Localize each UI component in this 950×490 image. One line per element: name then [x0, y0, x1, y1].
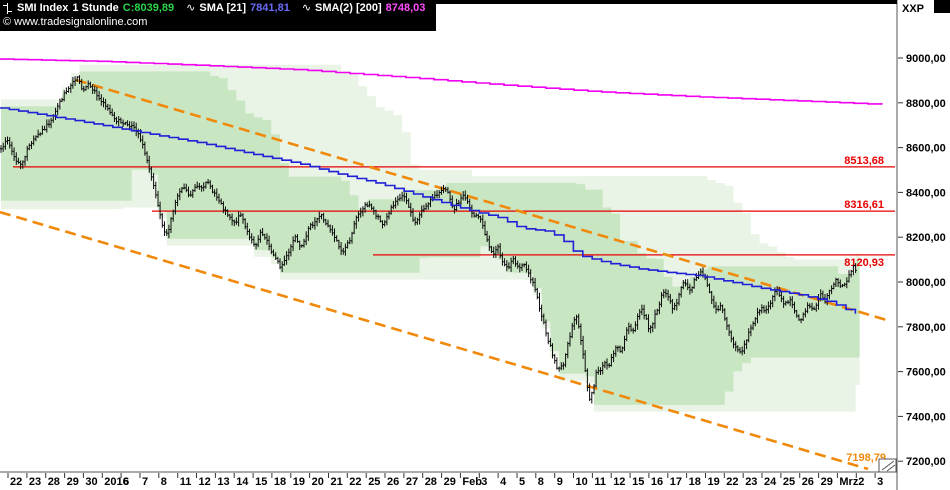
x-axis-label: 3 — [877, 476, 883, 488]
x-axis-label: 25 — [368, 476, 380, 488]
x-axis-label: Feb — [462, 476, 482, 488]
x-axis-label: 15 — [632, 476, 644, 488]
ohlc-bar-icon — [3, 2, 13, 15]
x-axis-label: 29 — [444, 476, 456, 488]
x-axis-label: 12 — [199, 476, 211, 488]
x-axis-label: 28 — [48, 476, 60, 488]
copyright-label: © www.tradesignalonline.com — [3, 16, 148, 28]
x-axis-label: 26 — [387, 476, 399, 488]
trend-line-value-label: 7198,79 — [846, 452, 886, 464]
sma-slow-line — [0, 58, 883, 105]
x-axis-label: 15 — [255, 476, 267, 488]
price-level-label: 8513,68 — [844, 155, 884, 167]
y-axis-label: 8200,00 — [906, 232, 946, 244]
sma-fast-line — [0, 107, 857, 314]
x-axis-label: 11 — [594, 476, 606, 488]
x-axis-label: 30 — [85, 476, 97, 488]
window-top-border — [0, 0, 897, 4]
sma1-label: SMA [21] — [199, 2, 247, 14]
x-axis-label: 2016 — [104, 476, 128, 488]
x-axis-label: 6 — [123, 476, 129, 488]
y-axis-label: 8800,00 — [906, 98, 946, 110]
resize-handle-grip — [886, 464, 896, 472]
sma1-value: 7841,81 — [250, 2, 290, 14]
x-axis-label: 22 — [10, 476, 22, 488]
y-axis-label: 8600,00 — [906, 143, 946, 155]
legend-band: SMI Index 1 Stunde C:8039,89 ∿ SMA [21] … — [0, 0, 436, 31]
x-axis-label: 25 — [783, 476, 795, 488]
x-axis-label: 19 — [708, 476, 720, 488]
x-axis-label: 4 — [500, 476, 507, 488]
x-axis-label: 27 — [406, 476, 418, 488]
y-axis-label: 8000,00 — [906, 277, 946, 289]
x-axis-label: 23 — [29, 476, 41, 488]
trend-channel-line — [75, 78, 891, 323]
top-right-corner-box — [934, 0, 950, 13]
x-axis-label: 9 — [557, 476, 563, 488]
x-axis-label: 7 — [142, 476, 148, 488]
y-axis-label: 7200,00 — [906, 456, 946, 468]
x-axis-label: 8 — [161, 476, 167, 488]
sma2-label: SMA(2) [200] — [315, 2, 382, 14]
line-style-icon: ∿ — [186, 2, 196, 14]
y-axis-label: 9000,00 — [906, 53, 946, 65]
y-axis-label: 7400,00 — [906, 411, 946, 423]
x-axis-label: 19 — [293, 476, 305, 488]
x-axis-label: 21 — [331, 476, 343, 488]
x-axis-label: 11 — [180, 476, 192, 488]
x-axis-label: 17 — [670, 476, 682, 488]
x-axis-label: 22 — [349, 476, 361, 488]
x-axis-label: 22 — [726, 476, 738, 488]
x-axis-label: 26 — [802, 476, 814, 488]
x-axis-label: 5 — [519, 476, 525, 488]
x-axis-label: 23 — [745, 476, 757, 488]
line-style-icon: ∿ — [301, 2, 312, 14]
x-axis-label: 20 — [312, 476, 324, 488]
x-axis-label: 14 — [236, 476, 249, 488]
resize-handle-grip — [881, 460, 895, 471]
x-axis-label: 28 — [425, 476, 437, 488]
x-axis-label: 18 — [274, 476, 286, 488]
x-axis-label: 18 — [689, 476, 701, 488]
x-axis-label: 29 — [821, 476, 833, 488]
sma2-value: 8748,03 — [385, 2, 426, 14]
x-axis-label: 29 — [67, 476, 79, 488]
price-level-label: 8120,93 — [844, 257, 884, 269]
x-axis-label: 3 — [481, 476, 487, 488]
x-axis-label: 2 — [858, 476, 864, 488]
y-axis-label: 7800,00 — [906, 322, 946, 334]
trend-channel-line — [0, 210, 869, 471]
volatility-band-inner — [1, 71, 860, 405]
x-axis-label: 24 — [764, 476, 777, 488]
close-value: C:8039,89 — [122, 2, 175, 14]
interval-label: 1 Stunde — [72, 2, 119, 14]
x-axis-label: 12 — [613, 476, 625, 488]
y-axis-label: 7600,00 — [906, 367, 946, 379]
price-level-label: 8316,61 — [844, 199, 884, 211]
y-axis-label: 8400,00 — [906, 187, 946, 199]
x-axis-label: 13 — [217, 476, 229, 488]
x-axis-label: 10 — [576, 476, 588, 488]
symbol-exchange-label: XXP — [902, 3, 925, 15]
x-axis-label: Mrz — [839, 476, 858, 488]
symbol-name: SMI Index — [17, 2, 69, 14]
ohlc-bars — [0, 75, 857, 404]
x-axis-label: 8 — [538, 476, 544, 488]
x-axis-label: 16 — [651, 476, 663, 488]
